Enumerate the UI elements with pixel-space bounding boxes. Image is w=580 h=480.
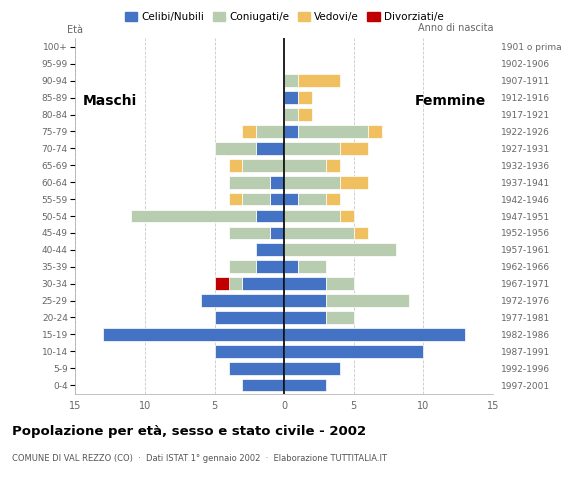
Bar (298, 261, 326, 273)
Bar (256, 243, 284, 256)
Bar (215, 277, 229, 290)
Text: COMUNE DI VAL REZZO (CO)  ·  Dati ISTAT 1° gennaio 2002  ·  Elaborazione TUTTITA: COMUNE DI VAL REZZO (CO) · Dati ISTAT 1°… (12, 454, 387, 463)
Bar (284, 277, 326, 290)
Bar (284, 243, 396, 256)
Bar (284, 142, 340, 155)
Bar (242, 193, 270, 205)
Legend: Celibi/Nubili, Coniugati/e, Vedovi/e, Divorziati/e: Celibi/Nubili, Coniugati/e, Vedovi/e, Di… (121, 8, 448, 26)
Bar (326, 311, 354, 324)
Bar (242, 379, 284, 392)
Bar (284, 210, 340, 222)
Bar (284, 108, 298, 121)
Bar (298, 108, 312, 121)
Bar (284, 193, 298, 205)
Bar (326, 159, 340, 172)
Bar (256, 125, 284, 138)
Bar (229, 277, 242, 290)
Bar (242, 125, 256, 138)
Bar (229, 159, 242, 172)
Bar (284, 345, 423, 358)
Bar (256, 210, 284, 222)
Bar (215, 345, 284, 358)
Text: Maschi: Maschi (82, 94, 137, 108)
Text: Età: Età (67, 25, 84, 35)
Bar (284, 74, 298, 87)
Bar (201, 294, 284, 307)
Bar (103, 328, 284, 341)
Bar (340, 176, 368, 189)
Text: Popolazione per età, sesso e stato civile - 2002: Popolazione per età, sesso e stato civil… (12, 425, 366, 438)
Bar (284, 91, 298, 104)
Bar (284, 362, 340, 374)
Bar (284, 379, 326, 392)
Bar (354, 227, 368, 239)
Bar (284, 261, 298, 273)
Bar (256, 142, 284, 155)
Bar (215, 311, 284, 324)
Bar (284, 176, 340, 189)
Bar (298, 91, 312, 104)
Bar (256, 261, 284, 273)
Bar (298, 125, 368, 138)
Bar (229, 193, 242, 205)
Bar (242, 277, 284, 290)
Bar (229, 176, 270, 189)
Bar (284, 328, 465, 341)
Bar (368, 125, 382, 138)
Bar (326, 294, 409, 307)
Bar (131, 210, 256, 222)
Bar (284, 125, 298, 138)
Text: Anno di nascita: Anno di nascita (418, 23, 493, 33)
Bar (229, 227, 270, 239)
Bar (284, 159, 326, 172)
Bar (298, 74, 340, 87)
Bar (215, 142, 256, 155)
Bar (326, 193, 340, 205)
Bar (242, 159, 284, 172)
Bar (284, 227, 354, 239)
Bar (284, 311, 326, 324)
Bar (270, 193, 284, 205)
Bar (229, 362, 284, 374)
Bar (284, 294, 326, 307)
Text: Femmine: Femmine (415, 94, 486, 108)
Bar (326, 277, 354, 290)
Bar (340, 142, 368, 155)
Bar (229, 261, 256, 273)
Bar (270, 227, 284, 239)
Bar (340, 210, 354, 222)
Bar (270, 176, 284, 189)
Bar (298, 193, 326, 205)
